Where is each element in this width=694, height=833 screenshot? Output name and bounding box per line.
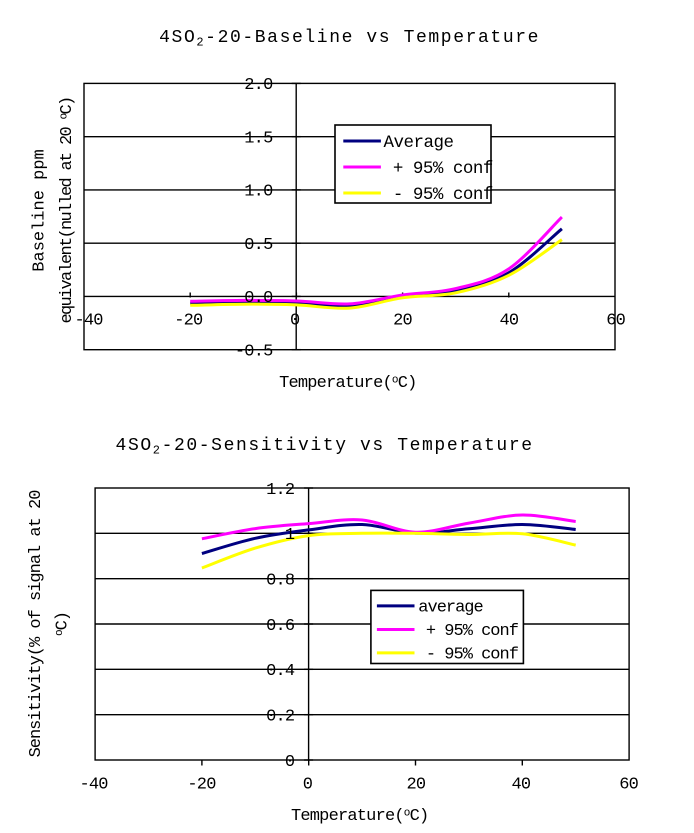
svg-text:0.4: 0.4 [266,662,295,681]
svg-text:Sensitivity(% of signal at 20: Sensitivity(% of signal at 20 [27,490,46,758]
svg-text:1: 1 [285,526,295,545]
svg-text:60: 60 [606,312,625,331]
svg-text:1.0: 1.0 [244,183,273,202]
svg-text:-20: -20 [174,312,203,331]
svg-text:+ 95% conf: + 95% conf [393,159,493,179]
svg-text:0: 0 [285,753,295,772]
svg-text:-20: -20 [187,776,216,795]
svg-text:-40: -40 [79,776,108,795]
svg-text:-0.5: -0.5 [235,343,273,362]
svg-text:+ 95% conf: + 95% conf [426,622,519,641]
svg-text:oC): oC) [53,612,72,636]
svg-text:60: 60 [619,776,638,795]
svg-text:1.5: 1.5 [244,130,273,149]
svg-text:Temperature(oC): Temperature(oC) [279,374,416,393]
svg-text:4SO2-20-Baseline vs Temperatur: 4SO2-20-Baseline vs Temperature [159,28,540,50]
svg-text:20: 20 [393,312,412,331]
svg-text:0: 0 [303,776,313,795]
svg-text:0.5: 0.5 [244,236,273,255]
svg-text:0.2: 0.2 [266,708,294,727]
svg-text:40: 40 [499,312,518,331]
svg-text:Temperature(oC): Temperature(oC) [291,807,428,826]
svg-text:0: 0 [290,312,300,331]
svg-text:Average: Average [384,133,454,153]
svg-text:Baseline ppm: Baseline ppm [31,149,50,271]
svg-text:4SO2-20-Sensitivity vs Tempera: 4SO2-20-Sensitivity vs Temperature [116,436,534,458]
svg-text:1.2: 1.2 [266,481,294,500]
svg-text:0.6: 0.6 [266,617,295,636]
svg-text:0.0: 0.0 [244,289,273,308]
svg-text:2.0: 2.0 [244,76,273,95]
svg-text:0.8: 0.8 [266,572,295,591]
svg-text:equivalent(nulled at 20 oC): equivalent(nulled at 20 oC) [58,98,77,324]
svg-text:40: 40 [511,776,530,795]
svg-text:- 95% conf: - 95% conf [393,185,493,205]
svg-text:- 95% conf: - 95% conf [426,646,519,665]
svg-text:20: 20 [406,776,425,795]
svg-text:average: average [418,599,483,618]
svg-text:-40: -40 [74,312,103,331]
